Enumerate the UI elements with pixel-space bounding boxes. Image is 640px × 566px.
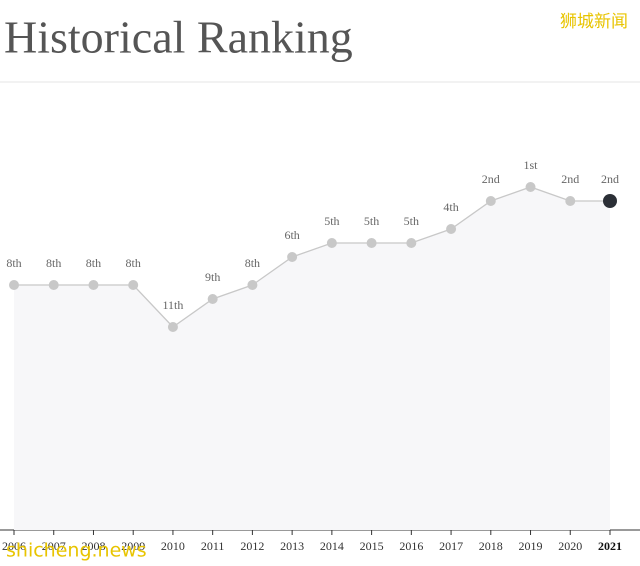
data-label: 4th	[443, 200, 458, 214]
x-tick-label: 2015	[360, 539, 384, 553]
point	[603, 194, 617, 208]
data-label: 5th	[404, 214, 419, 228]
point	[366, 238, 377, 248]
x-tick-label: 2013	[280, 539, 304, 553]
point	[326, 238, 337, 248]
data-label: 5th	[364, 214, 379, 228]
x-tick-label: 2017	[439, 539, 463, 553]
plot: 2006 2007 2008 2009 2010 2011 2012 2013 2014 2015…	[0, 158, 640, 553]
data-label: 9th	[205, 270, 220, 284]
x-tick-label: 2020	[558, 539, 582, 553]
data-label: 11th	[162, 298, 183, 312]
point	[525, 182, 536, 192]
chart-title: Historical Ranking	[4, 12, 353, 63]
data-label: 8th	[245, 256, 260, 270]
x-tick-label: 2021	[598, 539, 622, 553]
point	[48, 280, 59, 290]
data-label: 2nd	[482, 172, 500, 186]
line	[14, 186, 610, 328]
point	[446, 224, 457, 234]
x-tick-label: 2008	[81, 539, 105, 553]
data-label: 5th	[324, 214, 339, 228]
point	[167, 322, 178, 332]
watermark: 狮城新闻	[560, 12, 628, 32]
point	[207, 294, 218, 304]
point	[128, 280, 139, 290]
x-tick-label: 2010	[161, 539, 185, 553]
data-label: 2nd	[561, 172, 579, 186]
data-label: 6th	[284, 228, 299, 242]
watermark: shicheng.news	[6, 540, 147, 562]
point	[88, 280, 99, 290]
point	[247, 280, 258, 290]
area	[14, 187, 610, 530]
point	[485, 196, 496, 206]
data-label: 1st	[524, 158, 539, 172]
x-tick-label: 2014	[320, 539, 344, 553]
data-label: 8th	[6, 256, 21, 270]
data-label: 2nd	[601, 172, 619, 186]
x-tick-label: 2018	[479, 539, 503, 553]
x-tick-label: 2006	[2, 539, 26, 553]
point	[287, 252, 298, 262]
data-label: 8th	[126, 256, 141, 270]
data-label: 8th	[86, 256, 101, 270]
x-tick-label: 2016	[399, 539, 423, 553]
x-tick-label: 2009	[121, 539, 145, 553]
x-tick-label: 2019	[519, 539, 543, 553]
point	[406, 238, 417, 248]
x-tick-label: 2011	[201, 539, 225, 553]
data-label: 8th	[46, 256, 61, 270]
x-tick-label: 2007	[42, 539, 66, 553]
x-tick-label: 2012	[240, 539, 264, 553]
point	[9, 280, 19, 290]
point	[565, 196, 576, 206]
